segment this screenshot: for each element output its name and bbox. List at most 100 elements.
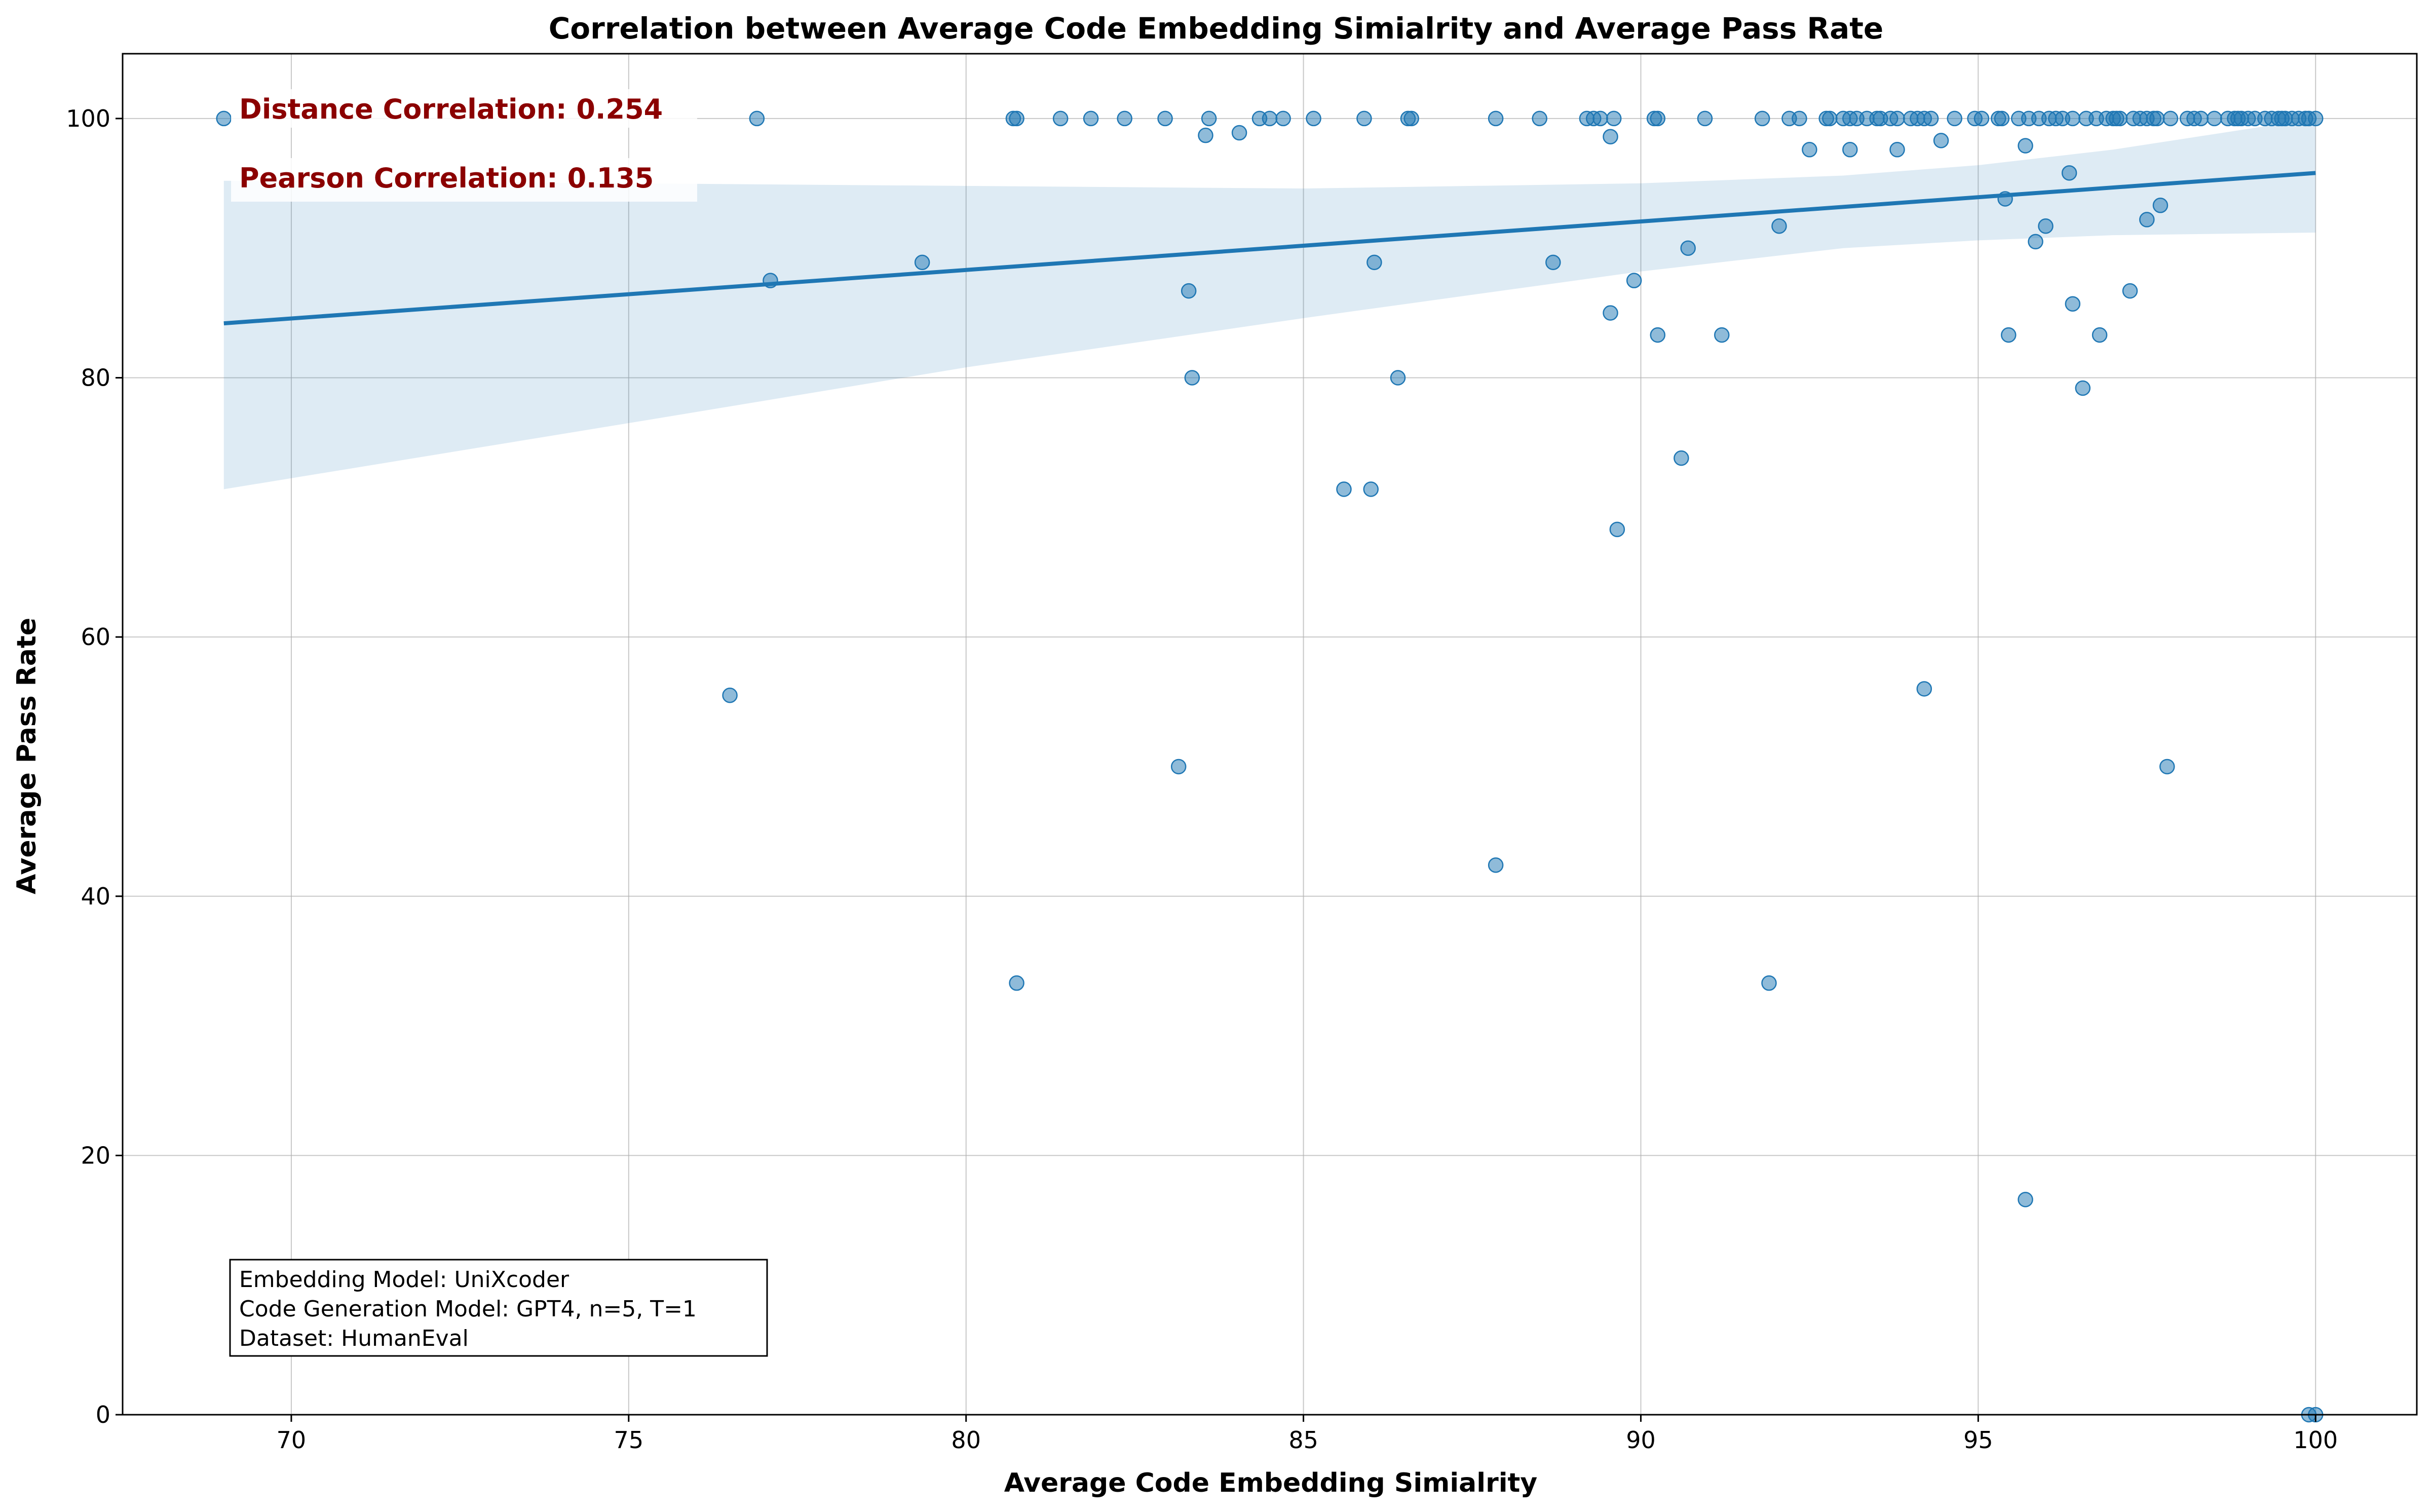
data-point bbox=[1390, 370, 1406, 386]
data-point bbox=[1889, 142, 1905, 158]
data-point bbox=[2065, 110, 2081, 127]
regression-line bbox=[223, 171, 2316, 326]
x-tick-label: 100 bbox=[2293, 1426, 2338, 1454]
data-point bbox=[2001, 327, 2017, 343]
data-point bbox=[1603, 129, 1618, 144]
data-point bbox=[2028, 234, 2043, 250]
data-point bbox=[1170, 759, 1187, 775]
data-point bbox=[1606, 110, 1622, 127]
data-point bbox=[1680, 240, 1696, 256]
distance-correlation-box bbox=[231, 89, 697, 128]
y-tick-label: 80 bbox=[81, 364, 110, 392]
data-point bbox=[1262, 110, 1278, 127]
data-point bbox=[2038, 218, 2054, 234]
data-point bbox=[1761, 975, 1777, 991]
y-tick-label: 100 bbox=[66, 105, 110, 132]
data-point bbox=[2193, 110, 2209, 127]
data-point bbox=[2207, 110, 2222, 127]
x-tick-label: 80 bbox=[951, 1426, 981, 1454]
regression-line-path bbox=[223, 171, 2316, 326]
data-point bbox=[2065, 296, 2081, 312]
y-tick-label: 60 bbox=[81, 623, 110, 651]
data-point bbox=[1792, 110, 1807, 127]
data-point bbox=[1231, 125, 1247, 141]
data-point bbox=[1275, 110, 1291, 127]
data-point bbox=[1933, 133, 1949, 148]
data-point bbox=[1181, 283, 1197, 299]
data-point bbox=[2159, 759, 2175, 775]
x-tick-label: 95 bbox=[1963, 1426, 1993, 1454]
data-point bbox=[1842, 142, 1858, 158]
data-point bbox=[1650, 327, 1666, 343]
data-point bbox=[1609, 521, 1625, 538]
data-point bbox=[2162, 110, 2179, 127]
data-point bbox=[2139, 212, 2155, 228]
data-point bbox=[1650, 110, 1666, 127]
data-point bbox=[1009, 110, 1024, 127]
y-tick-label: 40 bbox=[81, 883, 110, 910]
data-point bbox=[1366, 254, 1382, 271]
pearson-correlation-label: Pearson Correlation: 0.135 bbox=[239, 162, 654, 194]
y-axis-title: Average Pass Rate bbox=[12, 618, 42, 894]
data-point bbox=[1052, 110, 1069, 127]
info-dataset: Dataset: HumanEval bbox=[239, 1326, 469, 1351]
data-point bbox=[1488, 857, 1504, 873]
data-point bbox=[1592, 110, 1608, 127]
data-points bbox=[216, 110, 2324, 1423]
x-tick-label: 90 bbox=[1626, 1426, 1656, 1454]
data-point bbox=[2149, 110, 2165, 127]
data-point bbox=[1697, 110, 1713, 127]
data-point bbox=[1994, 110, 2010, 127]
chart-title: Correlation between Average Code Embeddi… bbox=[549, 11, 1884, 46]
data-point bbox=[1822, 110, 1838, 127]
data-point bbox=[2075, 380, 2091, 396]
data-point bbox=[1802, 142, 1817, 158]
plot-frame bbox=[122, 53, 2418, 1416]
data-point bbox=[2061, 165, 2077, 181]
data-point bbox=[1545, 254, 1561, 271]
y-tick-label: 20 bbox=[81, 1142, 110, 1169]
x-axis-title: Average Code Embedding Simialrity bbox=[1004, 1468, 1538, 1498]
x-axis-ticks: 70 75 80 85 90 95 100 bbox=[277, 1415, 2338, 1454]
data-point bbox=[1363, 481, 1379, 497]
data-point bbox=[2092, 327, 2108, 343]
data-point bbox=[1184, 370, 1200, 386]
data-point bbox=[1403, 110, 1419, 127]
data-point bbox=[1626, 273, 1642, 288]
info-embedding-model: Embedding Model: UniXcoder bbox=[239, 1267, 569, 1293]
data-point bbox=[1336, 481, 1352, 497]
data-point bbox=[2112, 110, 2128, 127]
data-point bbox=[1356, 110, 1372, 127]
data-point bbox=[1754, 110, 1770, 127]
data-point bbox=[1973, 110, 1990, 127]
info-generation-model: Code Generation Model: GPT4, n=5, T=1 bbox=[239, 1296, 697, 1322]
data-point bbox=[1488, 110, 1504, 127]
data-point bbox=[1603, 305, 1618, 321]
x-tick-label: 75 bbox=[614, 1426, 644, 1454]
data-point bbox=[1771, 218, 1787, 234]
data-point bbox=[749, 110, 765, 127]
data-point bbox=[1714, 327, 1730, 343]
data-point bbox=[2018, 138, 2033, 154]
data-point bbox=[1532, 110, 1547, 127]
data-point bbox=[1923, 110, 1939, 127]
data-point bbox=[2152, 198, 2169, 213]
y-axis-ticks: 0 20 40 60 80 100 bbox=[66, 105, 123, 1428]
data-point bbox=[1674, 450, 1689, 466]
data-point bbox=[1117, 110, 1132, 127]
data-point bbox=[1306, 110, 1321, 127]
data-point bbox=[1157, 110, 1173, 127]
data-point bbox=[1947, 110, 1962, 127]
data-point bbox=[2018, 1192, 2033, 1207]
data-point bbox=[722, 688, 738, 703]
data-point bbox=[1201, 110, 1217, 127]
data-point bbox=[1083, 110, 1099, 127]
distance-correlation-label: Distance Correlation: 0.254 bbox=[239, 93, 663, 125]
data-point bbox=[2307, 110, 2324, 127]
pearson-correlation-box bbox=[231, 158, 697, 202]
y-tick-label: 0 bbox=[96, 1401, 110, 1428]
x-tick-label: 85 bbox=[1288, 1426, 1318, 1454]
x-tick-label: 70 bbox=[277, 1426, 307, 1454]
data-point bbox=[1916, 681, 1932, 697]
data-point bbox=[2122, 283, 2138, 299]
